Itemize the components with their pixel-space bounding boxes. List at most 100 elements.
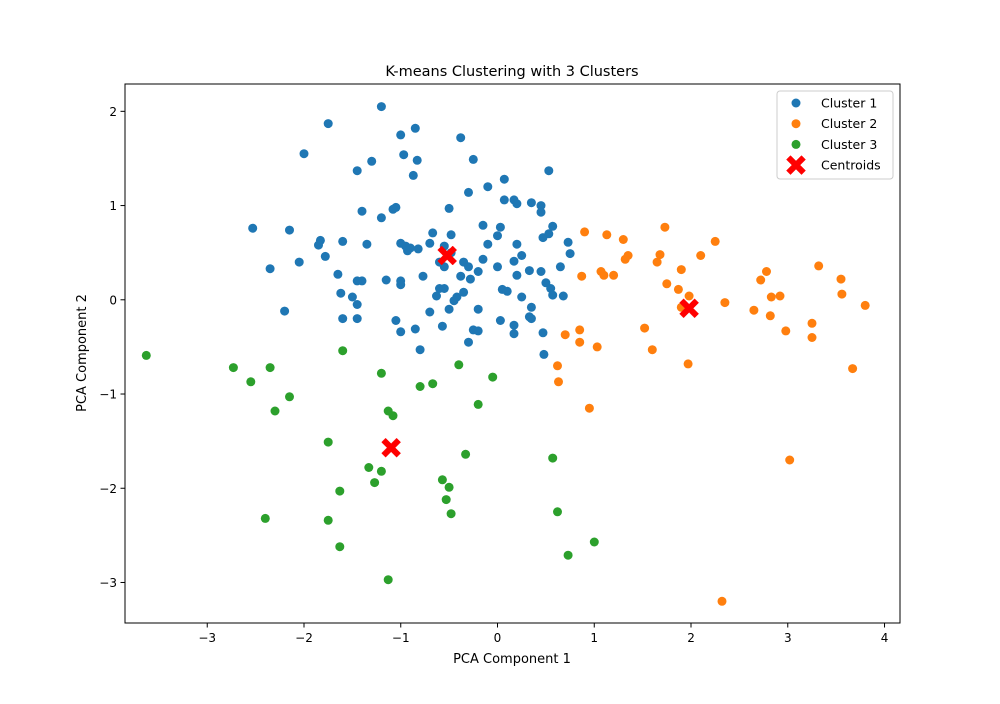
cluster-3-point xyxy=(441,495,451,505)
cluster-3-point xyxy=(461,449,471,459)
cluster-2-point xyxy=(814,261,824,271)
cluster-3-point xyxy=(285,392,294,402)
cluster-1-point xyxy=(352,276,362,286)
cluster-1-point xyxy=(352,314,362,324)
cluster-1-point xyxy=(456,271,466,281)
cluster-1-point xyxy=(449,296,459,306)
cluster-2-point xyxy=(684,291,694,301)
cluster-1-point xyxy=(367,156,377,166)
cluster-1-point xyxy=(473,326,483,336)
cluster-3-point xyxy=(376,368,386,378)
y-tick-label: 2 xyxy=(109,105,117,119)
cluster-1-point xyxy=(388,204,398,214)
cluster-1-point xyxy=(432,291,441,301)
cluster-2-point xyxy=(575,325,585,335)
cluster-2-point xyxy=(836,274,846,284)
cluster-1-point xyxy=(524,266,534,276)
cluster-2-point xyxy=(652,257,662,267)
cluster-3-point xyxy=(270,406,280,416)
cluster-2-point xyxy=(620,254,630,264)
cluster-1-point xyxy=(410,324,420,334)
cluster-3-point xyxy=(437,475,447,485)
cluster-2-point xyxy=(683,359,693,369)
cluster-1-point xyxy=(509,329,519,339)
cluster-1-point xyxy=(413,244,423,254)
y-tick-label: 0 xyxy=(109,293,117,307)
cluster-1-point xyxy=(396,327,406,337)
legend-box xyxy=(776,90,894,180)
cluster-2-point xyxy=(766,292,776,302)
cluster-3-point xyxy=(553,507,562,517)
cluster-1-point xyxy=(415,345,425,355)
cluster-2-point xyxy=(575,337,585,347)
cluster-2-point xyxy=(647,345,657,355)
legend-cluster-1-icon xyxy=(791,98,801,108)
cluster-3-point xyxy=(260,513,270,523)
centroid-marker xyxy=(381,437,401,458)
cluster-1-point xyxy=(478,220,488,230)
cluster-3-point xyxy=(265,363,275,373)
cluster-1-point xyxy=(456,133,466,143)
cluster-1-point xyxy=(336,288,346,298)
cluster-2-point xyxy=(660,222,670,232)
cluster-1-point xyxy=(483,182,493,192)
cluster-1-point xyxy=(381,275,391,285)
cluster-1-point xyxy=(464,262,473,272)
y-tick-label: −2 xyxy=(99,482,117,496)
cluster-1-point xyxy=(526,302,536,312)
cluster-1-point xyxy=(483,239,493,249)
cluster-1-point xyxy=(548,221,558,231)
cluster-1-point xyxy=(320,251,330,261)
cluster-1-point xyxy=(425,238,435,248)
cluster-1-point xyxy=(536,201,546,211)
cluster-2-point xyxy=(749,305,759,315)
cluster-1-point xyxy=(391,316,401,325)
cluster-1-point xyxy=(347,292,357,302)
cluster-2-point xyxy=(602,230,612,240)
cluster-1-point xyxy=(352,300,362,309)
x-tick-label: −3 xyxy=(198,631,216,645)
cluster-1-point xyxy=(410,123,420,133)
cluster-1-point xyxy=(248,223,258,233)
cluster-3-point xyxy=(246,377,256,387)
cluster-1-point xyxy=(459,287,469,297)
cluster-2-point xyxy=(609,270,619,280)
plot-area-frame xyxy=(124,83,901,624)
cluster-1-point xyxy=(265,264,275,274)
cluster-1-point xyxy=(314,240,323,250)
cluster-2-point xyxy=(618,235,628,244)
cluster-3-point xyxy=(548,453,558,463)
cluster-2-point xyxy=(655,250,665,260)
cluster-1-point xyxy=(526,314,536,324)
cluster-1-point xyxy=(408,170,418,180)
cluster-1-point xyxy=(418,271,428,281)
cluster-1-point xyxy=(362,239,372,249)
cluster-1-point xyxy=(468,154,478,164)
cluster-3-point xyxy=(563,550,573,560)
y-axis-label: PCA Component 2 xyxy=(75,294,90,412)
cluster-2-point xyxy=(640,323,650,333)
cluster-3-point xyxy=(428,379,438,389)
cluster-3-point xyxy=(444,482,454,492)
cluster-2-point xyxy=(807,318,817,328)
cluster-1-point xyxy=(493,231,502,241)
cluster-2-point xyxy=(720,298,730,308)
cluster-2-point xyxy=(673,284,683,294)
cluster-3-point xyxy=(488,372,498,382)
cluster-3-point xyxy=(141,350,151,360)
cluster-1-point xyxy=(412,155,422,165)
cluster-2-point xyxy=(580,227,590,237)
x-tick-label: 4 xyxy=(881,631,889,645)
cluster-1-point xyxy=(478,254,488,264)
cluster-1-point xyxy=(399,150,409,160)
cluster-1-point xyxy=(437,321,447,331)
legend-label: Cluster 2 xyxy=(821,116,877,131)
legend-centroid-icon xyxy=(786,155,806,175)
cluster-1-point xyxy=(544,166,554,176)
x-axis-label: PCA Component 1 xyxy=(453,652,571,667)
cluster-1-point xyxy=(357,206,367,216)
legend-cluster-2-icon xyxy=(791,119,801,129)
legend-label: Cluster 3 xyxy=(821,137,877,152)
cluster-3-point xyxy=(454,360,464,370)
